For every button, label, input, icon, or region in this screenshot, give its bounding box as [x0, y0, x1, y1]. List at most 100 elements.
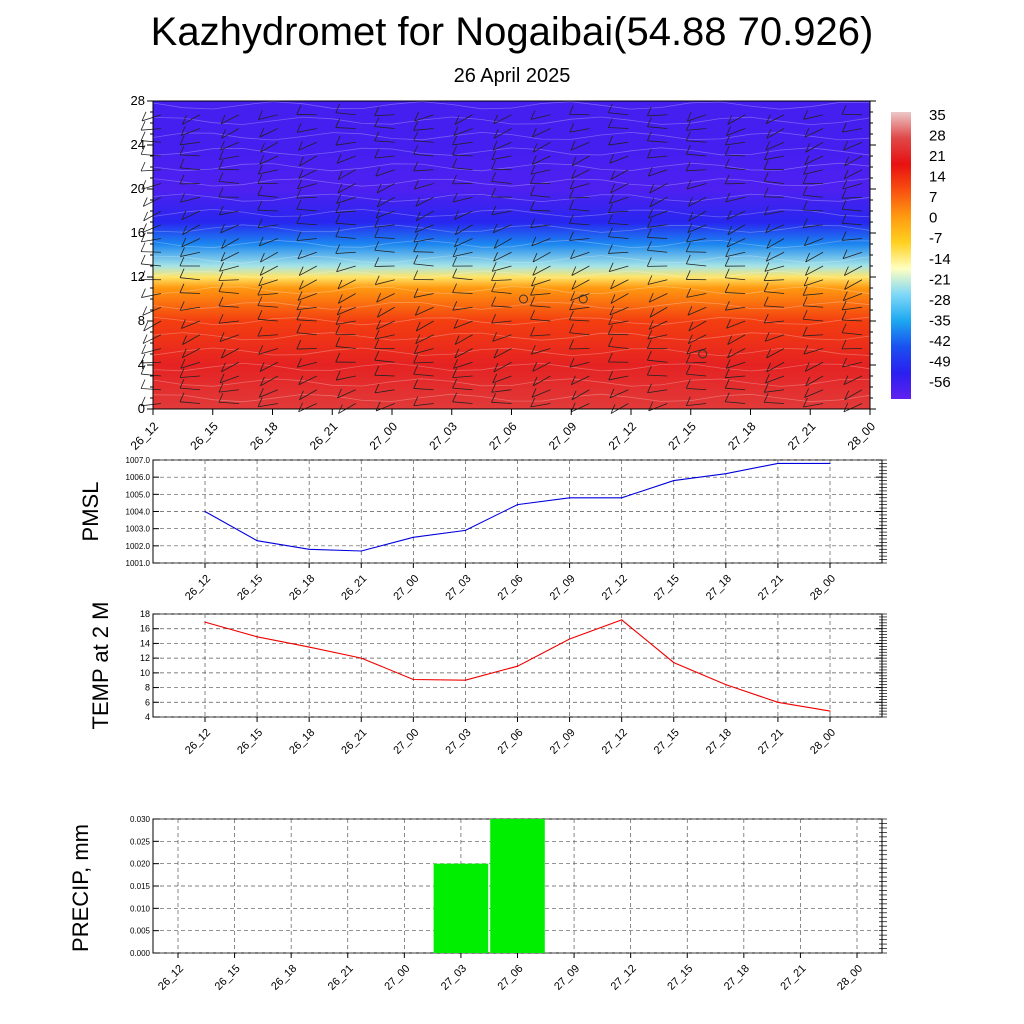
wind-barb-flag: [492, 332, 497, 342]
wind-barb-flag: [257, 174, 263, 184]
wind-barb-staff: [374, 224, 395, 228]
wind-barb-flag: [493, 252, 498, 262]
wind-barb: [530, 296, 551, 308]
colorbar-label: -7: [929, 230, 942, 247]
wind-barb: [260, 141, 279, 153]
wind-barb-staff: [221, 128, 240, 139]
x-tick-label: 27_21: [785, 419, 819, 453]
wind-barb-flag: [180, 192, 185, 203]
contour-line: [152, 131, 871, 141]
wind-barb: [335, 315, 356, 325]
x-tick-label: 26_21: [339, 727, 369, 757]
pmsl-data-point: [568, 497, 571, 499]
wind-barb-flag: [374, 218, 380, 228]
wind-barb-staff: [530, 114, 551, 120]
wind-barb-flag: [298, 280, 304, 290]
wind-barb-staff: [179, 292, 200, 294]
wind-barb-flag: [181, 348, 187, 358]
wind-barb-flag: [608, 244, 613, 254]
wind-barb: [452, 392, 473, 404]
wind-barb: [376, 320, 395, 330]
wind-barb: [647, 383, 668, 394]
wind-barb-staff: [335, 127, 356, 129]
wind-barb-staff: [218, 389, 239, 393]
wind-barb-staff: [609, 196, 629, 204]
wind-barb-staff: [803, 224, 824, 228]
colorbar-label: 21: [929, 148, 946, 165]
wind-barb-staff: [454, 238, 473, 248]
wind-barb-flag: [452, 268, 458, 278]
wind-barb-staff: [530, 403, 551, 408]
wind-barb: [452, 283, 473, 294]
wind-barb: [218, 296, 239, 308]
wind-barb-staff: [686, 348, 707, 355]
wind-barb-staff: [842, 183, 863, 190]
wind-barb-staff: [181, 210, 201, 221]
x-tick-label: 27_15: [652, 573, 682, 603]
wind-barb: [454, 224, 473, 236]
wind-barb-flag: [454, 237, 459, 248]
wind-barb-flag: [763, 296, 769, 307]
wind-barb-flag: [491, 262, 497, 272]
wind-barb-flag: [685, 161, 691, 171]
wind-barb-flag: [646, 365, 652, 376]
wind-barb: [608, 214, 629, 226]
wind-barb-flag: [453, 126, 459, 136]
wind-barb-flag: [257, 397, 263, 407]
colorbar-label: -49: [929, 353, 951, 370]
wind-barb: [763, 187, 785, 198]
wind-barb-flag: [726, 210, 732, 220]
x-tick-label: 27_00: [367, 419, 401, 453]
wind-barb-flag: [453, 319, 459, 329]
wind-barb-flag: [685, 379, 691, 389]
wind-barb: [530, 326, 551, 337]
wind-barb: [335, 227, 356, 239]
wind-barb: [804, 155, 824, 165]
wind-barb: [376, 183, 395, 194]
wind-barb-flag: [257, 186, 263, 196]
wind-barb: [413, 131, 434, 143]
wind-barb-flag: [841, 122, 847, 133]
x-tick-label: 26_18: [287, 727, 317, 757]
wind-barb-staff: [218, 401, 239, 404]
wind-barb: [415, 196, 434, 207]
wind-barb-staff: [842, 128, 863, 133]
x-tick-label: 27_00: [382, 963, 412, 993]
wind-barb: [296, 199, 317, 212]
wind-barb: [297, 249, 317, 260]
contour-line: [152, 393, 871, 403]
wind-barb-staff: [338, 403, 356, 414]
wind-barb-flag: [842, 291, 848, 301]
wind-barb-staff: [805, 265, 824, 276]
wind-barb: [724, 283, 746, 294]
wind-barb: [764, 262, 785, 272]
wind-barb: [413, 121, 434, 131]
wind-barb-staff: [258, 114, 278, 120]
wind-barb-flag: [531, 155, 537, 165]
wind-barb-flag: [298, 169, 304, 179]
wind-barb: [296, 339, 317, 350]
wind-barb: [491, 160, 512, 171]
wind-barb-staff: [569, 238, 590, 241]
temp-panel: 4 6 8 10 12 14 16 18 26_12 26_15 26_18 26_21 27_00 27…: [88, 602, 887, 757]
y-tick-label: 12: [140, 653, 150, 663]
wind-barb-staff: [413, 128, 434, 131]
wind-barb-flag: [765, 114, 771, 124]
wind-barb-staff: [335, 112, 356, 116]
wind-barb-flag: [608, 262, 614, 272]
wind-barb-staff: [532, 128, 551, 138]
wind-barb-flag: [296, 199, 302, 210]
wind-barb-flag: [335, 227, 341, 237]
wind-barb: [802, 397, 824, 408]
x-tick-label: 26_12: [183, 573, 213, 603]
wind-barb-flag: [685, 254, 691, 265]
wind-barb-flag: [727, 335, 733, 345]
wind-barb-flag: [142, 334, 148, 344]
wind-barb: [179, 368, 200, 378]
wind-barb: [218, 314, 239, 324]
wind-barb-staff: [335, 222, 356, 226]
wind-barb: [376, 293, 395, 303]
x-tick-label: 27_21: [778, 963, 808, 993]
wind-barb-flag: [688, 197, 693, 207]
wind-barb-flag: [413, 288, 419, 298]
